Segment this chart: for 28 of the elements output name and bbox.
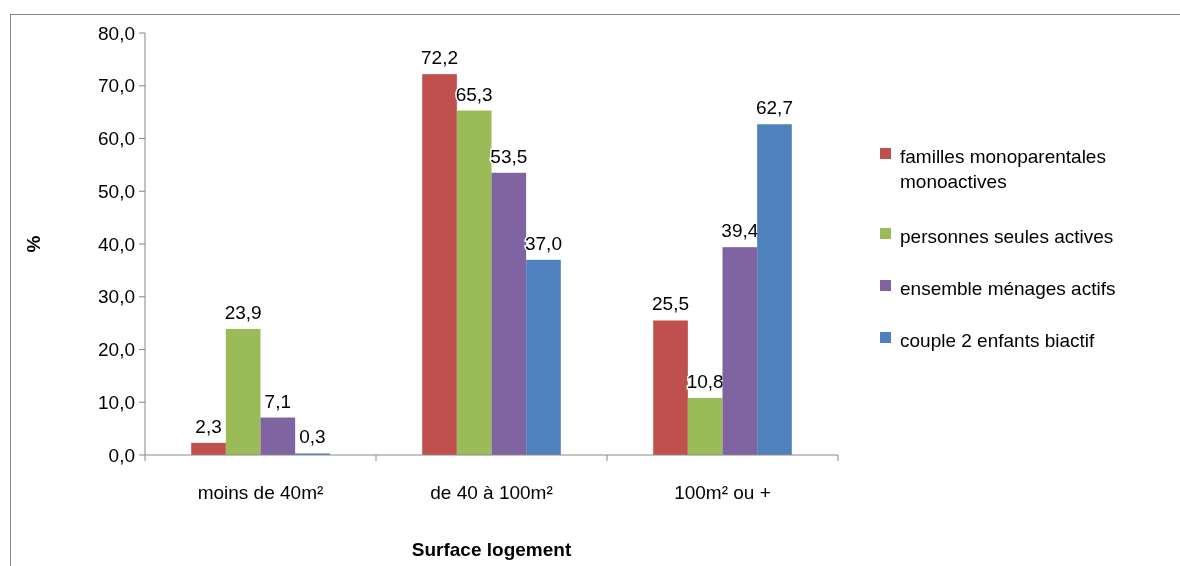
y-tick-label: 80,0 [98, 22, 135, 44]
data-label: 7,1 [264, 390, 292, 412]
data-label: 37,0 [524, 232, 562, 254]
y-tick-label: 10,0 [98, 391, 135, 413]
y-tick-label: 40,0 [98, 233, 135, 255]
legend-label: ensemble ménages actifs [900, 278, 1116, 299]
y-axis-title: % [23, 235, 44, 253]
x-tick-label: moins de 40m² [197, 482, 324, 503]
x-tick-label: 100m² ou + [674, 482, 771, 503]
y-tick-label: 50,0 [98, 180, 135, 202]
data-label: 10,8 [686, 371, 724, 393]
y-tick-label: 60,0 [98, 128, 135, 150]
x-axis-title: Surface logement [411, 539, 572, 560]
legend-label: familles monoparentales monoactives [900, 146, 1106, 192]
data-label: 72,2 [421, 47, 459, 69]
data-label: 62,7 [755, 97, 793, 119]
legend-label: couple 2 enfants biactif [900, 330, 1096, 351]
legend-label: personnes seules actives [900, 226, 1114, 247]
data-label: 25,5 [652, 293, 690, 315]
x-tick-label: de 40 à 100m² [430, 482, 553, 503]
data-label: 53,5 [490, 145, 528, 167]
y-tick-label: 20,0 [98, 339, 135, 361]
data-label: 2,3 [195, 415, 222, 437]
data-label: 0,3 [299, 426, 326, 448]
y-tick-label: 30,0 [98, 286, 135, 308]
y-tick-label: 70,0 [98, 75, 135, 97]
y-tick-label: 0,0 [108, 444, 135, 466]
data-label: 23,9 [224, 301, 262, 323]
